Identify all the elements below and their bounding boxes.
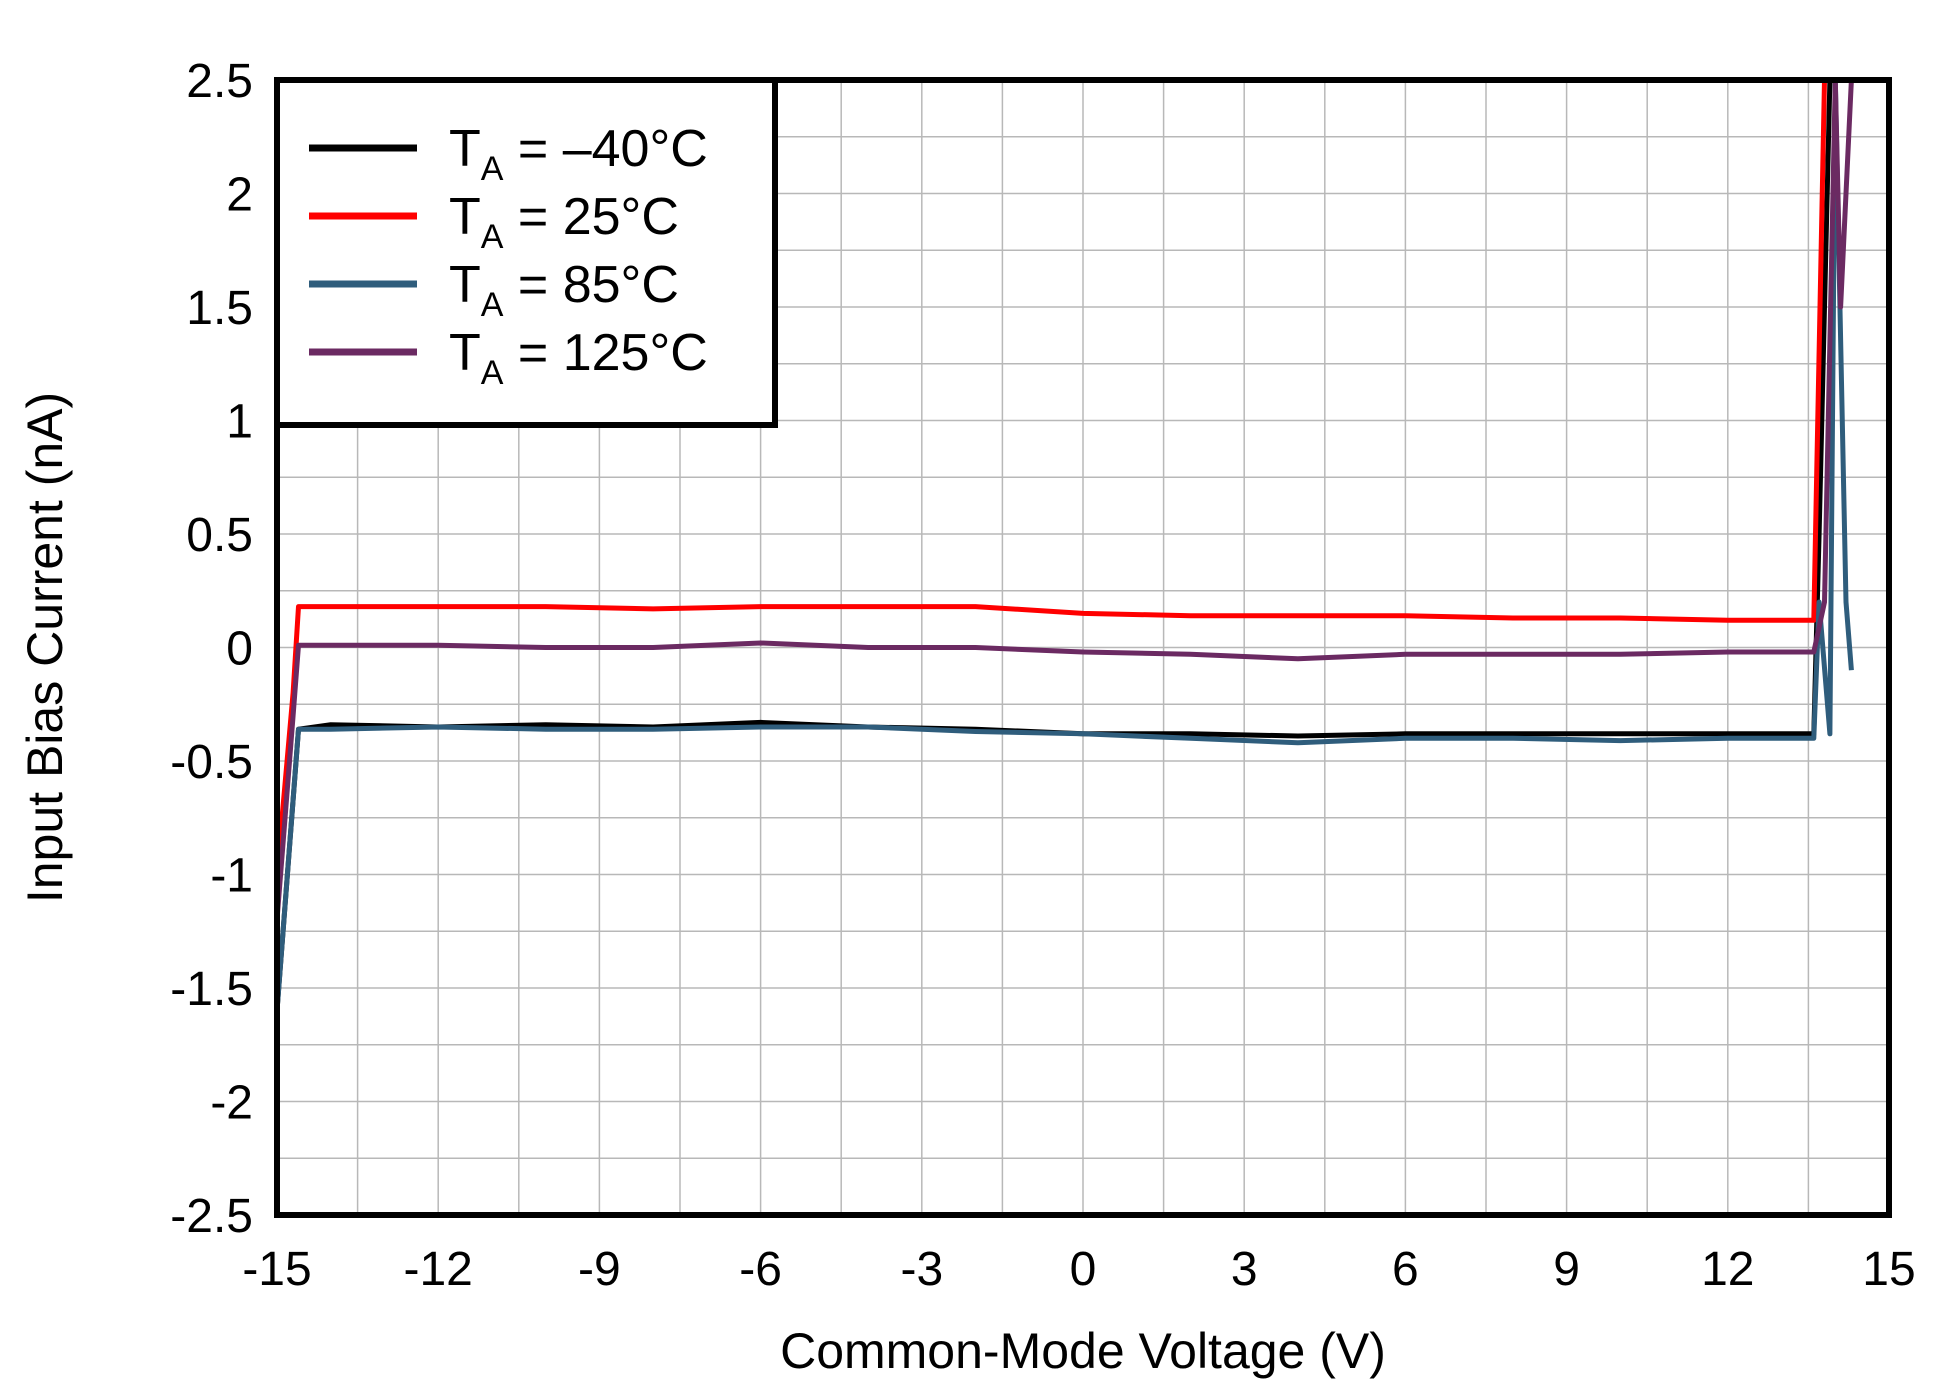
legend-label-name: T — [449, 256, 481, 314]
series-line-1 — [277, 80, 1836, 875]
legend-label: TA = 25°C — [449, 188, 679, 256]
x-tick-label: 9 — [1553, 1243, 1580, 1296]
x-tick-label: -3 — [900, 1243, 943, 1296]
legend-label-subscript: A — [481, 286, 504, 324]
legend-label: TA = 85°C — [449, 256, 679, 324]
legend-label-value: = 125°C — [503, 324, 707, 382]
x-tick-label: 3 — [1231, 1243, 1258, 1296]
legend-label-name: T — [449, 120, 481, 178]
x-tick-label: 12 — [1701, 1243, 1754, 1296]
series-layer — [277, 80, 1854, 1011]
tick-labels: -15 -12 -9 -6 -3 0 3 6 9 12 15 2.5 2 1.5 1 0.5 0 -0.5 -1 -1… — [170, 55, 1915, 1296]
x-tick-label: -6 — [739, 1243, 782, 1296]
y-tick-label: 2.5 — [186, 55, 253, 108]
y-tick-label: -1 — [210, 850, 253, 903]
y-tick-label: 0.5 — [186, 509, 253, 562]
x-tick-label: 15 — [1862, 1243, 1915, 1296]
series-line-3 — [277, 80, 1854, 921]
legend-label-value: = 85°C — [503, 256, 678, 314]
y-tick-label: -0.5 — [170, 736, 253, 789]
y-axis-title: Input Bias Current (nA) — [17, 392, 73, 903]
y-tick-label: -1.5 — [170, 963, 253, 1016]
x-tick-label: -9 — [578, 1243, 621, 1296]
y-tick-label: 0 — [226, 623, 253, 676]
legend-label-subscript: A — [481, 150, 504, 188]
legend-label-value: = 25°C — [503, 188, 678, 246]
x-tick-label: -15 — [242, 1243, 311, 1296]
legend-label-subscript: A — [481, 218, 504, 256]
legend-box — [274, 77, 778, 428]
x-tick-label: -12 — [404, 1243, 473, 1296]
legend-label-subscript: A — [481, 354, 504, 392]
x-tick-label: 0 — [1070, 1243, 1097, 1296]
legend-label: TA = –40°C — [449, 120, 708, 188]
x-tick-label: 6 — [1392, 1243, 1419, 1296]
y-tick-label: 1 — [226, 396, 253, 449]
y-tick-label: -2 — [210, 1077, 253, 1130]
y-tick-label: 1.5 — [186, 282, 253, 335]
legend-label-value: = –40°C — [503, 120, 707, 178]
y-tick-label: -2.5 — [170, 1190, 253, 1243]
legend: TA = –40°CTA = 25°CTA = 85°CTA = 125°C — [274, 77, 778, 428]
legend-label: TA = 125°C — [449, 324, 708, 392]
legend-label-name: T — [449, 324, 481, 382]
y-tick-label: 2 — [226, 169, 253, 222]
series-line-2 — [277, 80, 1854, 1011]
plot-frame — [274, 77, 1892, 1218]
legend-label-name: T — [449, 188, 481, 246]
x-axis-title: Common-Mode Voltage (V) — [780, 1323, 1386, 1379]
